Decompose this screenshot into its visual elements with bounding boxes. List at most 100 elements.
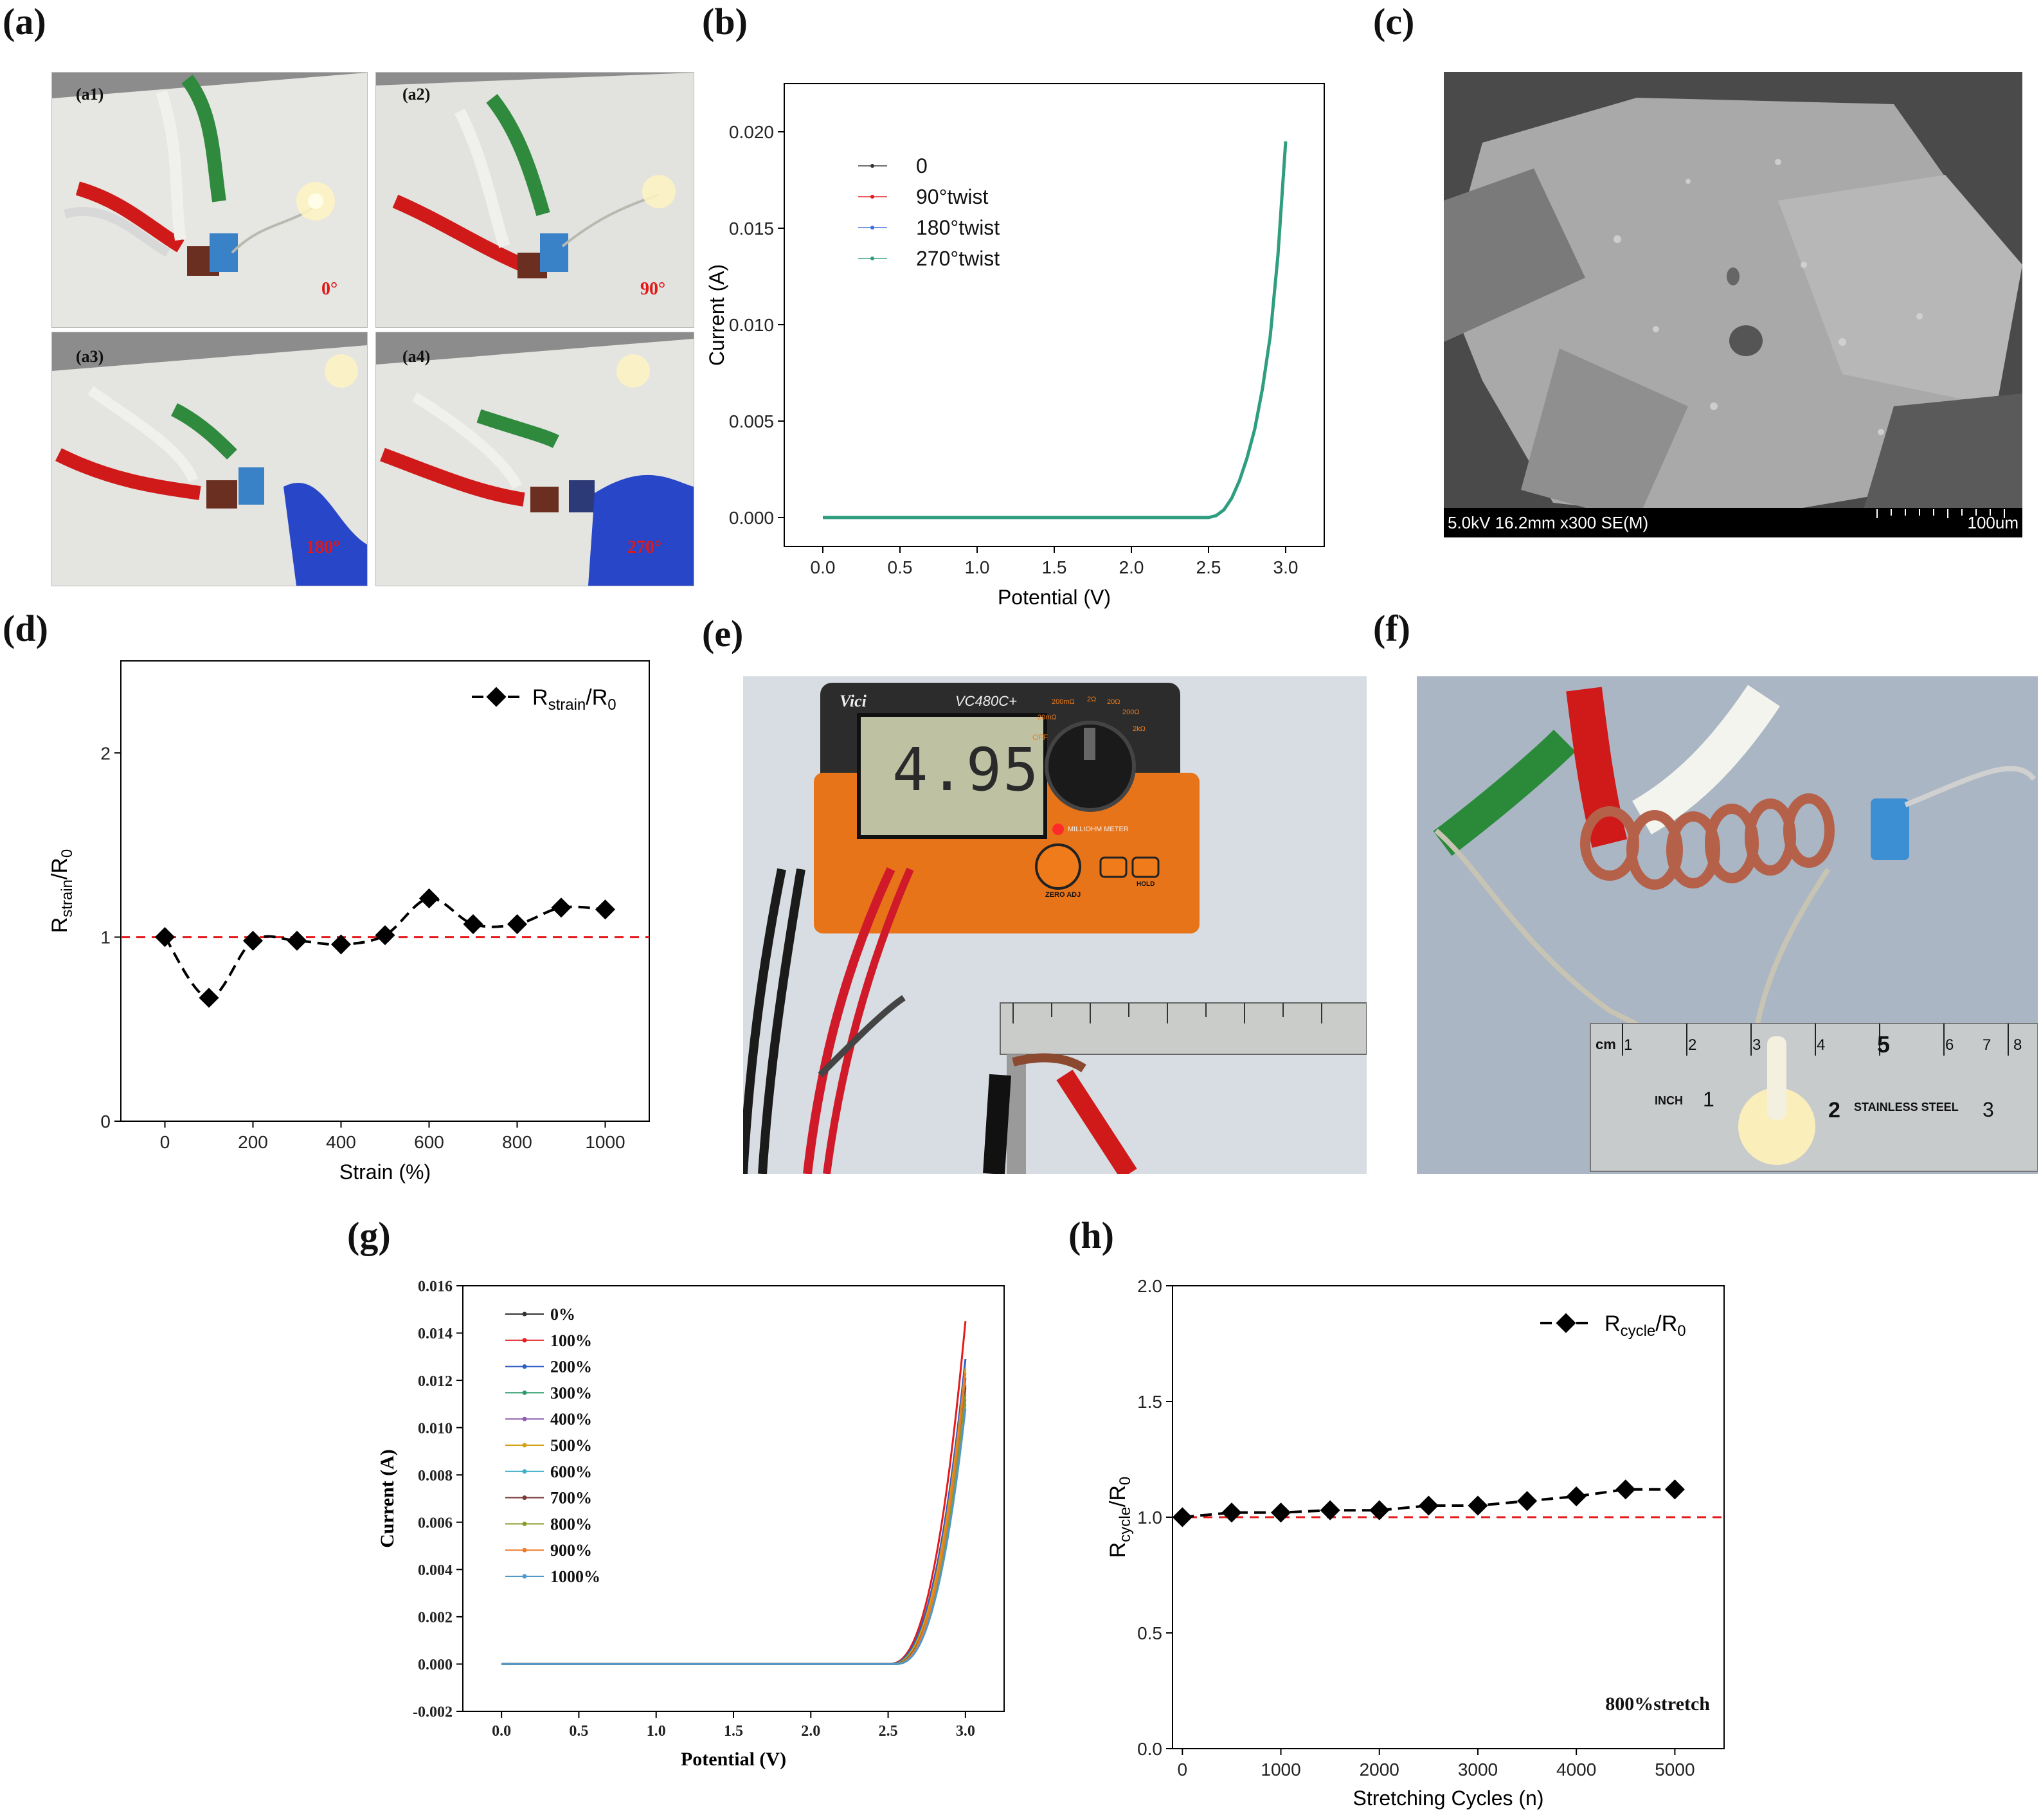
iv-curve-2 <box>501 1358 967 1665</box>
legend-marker <box>522 1495 527 1500</box>
photo-a4-angle: 270° <box>627 537 662 557</box>
y-tick-label: 0.020 <box>729 122 774 142</box>
chart-d: 0 200 400 600 800 1000 0 1 2 Strain (%) Rstrain/R0… <box>48 660 650 1184</box>
ruler-inch-3: 3 <box>1983 1098 1994 1121</box>
x-tick-label: 1.0 <box>965 557 990 577</box>
y-tick-label: 0.002 <box>418 1610 453 1626</box>
x-tick-label: 3.0 <box>956 1723 975 1740</box>
data-point <box>595 899 616 920</box>
data-point <box>199 987 219 1008</box>
y-tick-label: 0.000 <box>729 508 774 528</box>
x-tick-label: 3000 <box>1458 1760 1498 1779</box>
data-point <box>507 914 528 935</box>
legend-marker <box>870 226 874 230</box>
y-axis-title: Rstrain/R0 <box>48 849 76 933</box>
legend-marker <box>870 257 874 260</box>
panel-label-h: (h) <box>1068 1214 1114 1256</box>
photo-e-illustration <box>743 676 1367 1174</box>
legend-marker <box>522 1443 527 1448</box>
ruler-steel-label: STAINLESS STEEL <box>1854 1101 1959 1113</box>
legend-label: Rcycle/R0 <box>1605 1311 1686 1340</box>
meter-model: VC480C+ <box>955 693 1018 709</box>
legend-label: 300% <box>550 1383 592 1402</box>
legend-marker <box>1556 1313 1576 1333</box>
x-tick-label: 2.5 <box>879 1723 898 1740</box>
x-tick-label: 400 <box>326 1132 356 1152</box>
x-tick-label: 800 <box>502 1132 532 1152</box>
y-tick-label: 0.004 <box>418 1562 453 1579</box>
photo-a2-illustration <box>376 73 694 327</box>
photo-a1-label: (a1) <box>76 85 104 104</box>
photo-a4 <box>375 332 694 586</box>
photo-f-lamp: cm 1 2 3 4 5 6 7 8 INCH 1 2 STAINLESS ST… <box>1417 676 2038 1174</box>
data-point <box>1664 1479 1685 1500</box>
x-axis-title: Stretching Cycles (n) <box>1353 1787 1544 1810</box>
ruler-cm-4: 4 <box>1817 1036 1826 1054</box>
meter-range-2: 2Ω <box>1087 696 1097 703</box>
x-tick-label: 4000 <box>1556 1760 1596 1779</box>
ruler-inch-2: 2 <box>1828 1098 1840 1122</box>
x-tick-label: 2000 <box>1360 1760 1399 1779</box>
panel-label-f: (f) <box>1373 608 1410 649</box>
y-tick-label: 1.5 <box>1137 1392 1162 1412</box>
data-point <box>551 897 571 918</box>
photo-a2-angle: 90° <box>640 279 666 299</box>
meter-range-off: OFF <box>1032 733 1048 742</box>
photo-a1-angle: 0° <box>321 279 338 299</box>
legend-label: 0% <box>550 1305 575 1324</box>
photo-e-meter: Vici VC480C+ 4.95 MILLIOHM METER OFF 20m… <box>743 676 1367 1174</box>
plot-frame <box>784 83 1325 547</box>
ruler-cm-label: cm <box>1596 1036 1616 1052</box>
y-tick-label: 0.0 <box>1137 1739 1162 1759</box>
meter-range-200: 200Ω <box>1122 708 1140 716</box>
photo-a4-illustration <box>376 332 694 586</box>
photo-a3-illustration <box>52 332 367 586</box>
y-tick-label: 2 <box>100 743 111 763</box>
x-tick-label: 1000 <box>585 1132 625 1152</box>
y-tick-label: 0.015 <box>729 219 774 239</box>
meter-range-20: 20Ω <box>1107 698 1120 706</box>
legend-marker <box>870 195 874 199</box>
y-axis-title: Current (A) <box>705 264 728 366</box>
data-point <box>1172 1507 1192 1527</box>
ruler-cm-6: 6 <box>1945 1036 1954 1054</box>
x-axis-title: Strain (%) <box>339 1160 431 1184</box>
chart-h: 0 1000 2000 3000 4000 5000 0.0 0.5 1.0 1.5 2.0 Stre… <box>1106 1276 1725 1810</box>
ruler-inch-label: INCH <box>1655 1094 1683 1107</box>
sem-illustration <box>1444 72 2022 537</box>
y-tick-label: 0.016 <box>418 1279 453 1295</box>
legend-label: Rstrain/R0 <box>532 685 616 714</box>
meter-range-2k: 2kΩ <box>1133 725 1146 733</box>
plot-frame <box>462 1285 1005 1712</box>
legend-label: 900% <box>550 1541 592 1560</box>
photo-a3-label: (a3) <box>76 347 104 366</box>
data-point <box>1517 1491 1538 1511</box>
series-line <box>1182 1488 1675 1518</box>
meter-range-200m: 200mΩ <box>1052 698 1075 706</box>
y-tick-label: 0.006 <box>418 1515 453 1531</box>
y-tick-label: 0.008 <box>418 1468 453 1484</box>
legend-marker <box>522 1521 527 1526</box>
data-point <box>1615 1479 1636 1500</box>
photo-a4-label: (a4) <box>402 347 431 366</box>
x-tick-label: 0.0 <box>492 1723 511 1740</box>
legend-marker <box>522 1338 527 1343</box>
ruler-cm-8: 8 <box>2013 1036 2022 1054</box>
ruler-cm-3: 3 <box>1752 1036 1761 1054</box>
legend-label: 700% <box>550 1489 592 1508</box>
iv-curve-3 <box>823 141 1288 519</box>
x-tick-label: 5000 <box>1655 1760 1695 1779</box>
meter-range-20m: 20mΩ <box>1038 714 1057 721</box>
legend-marker <box>522 1390 527 1395</box>
plot-frame <box>120 660 650 1122</box>
ruler-cm-5: 5 <box>1877 1031 1891 1058</box>
meter-zero-label: ZERO ADJ <box>1045 891 1081 899</box>
x-tick-label: 1000 <box>1261 1760 1300 1779</box>
x-tick-label: 1.5 <box>1042 557 1067 577</box>
x-tick-label: 0 <box>160 1132 170 1152</box>
legend-label: 180°twist <box>916 216 1000 239</box>
data-point <box>330 934 352 955</box>
x-tick-label: 1.0 <box>647 1723 666 1740</box>
data-point <box>1270 1502 1291 1523</box>
series-line <box>163 897 606 1000</box>
